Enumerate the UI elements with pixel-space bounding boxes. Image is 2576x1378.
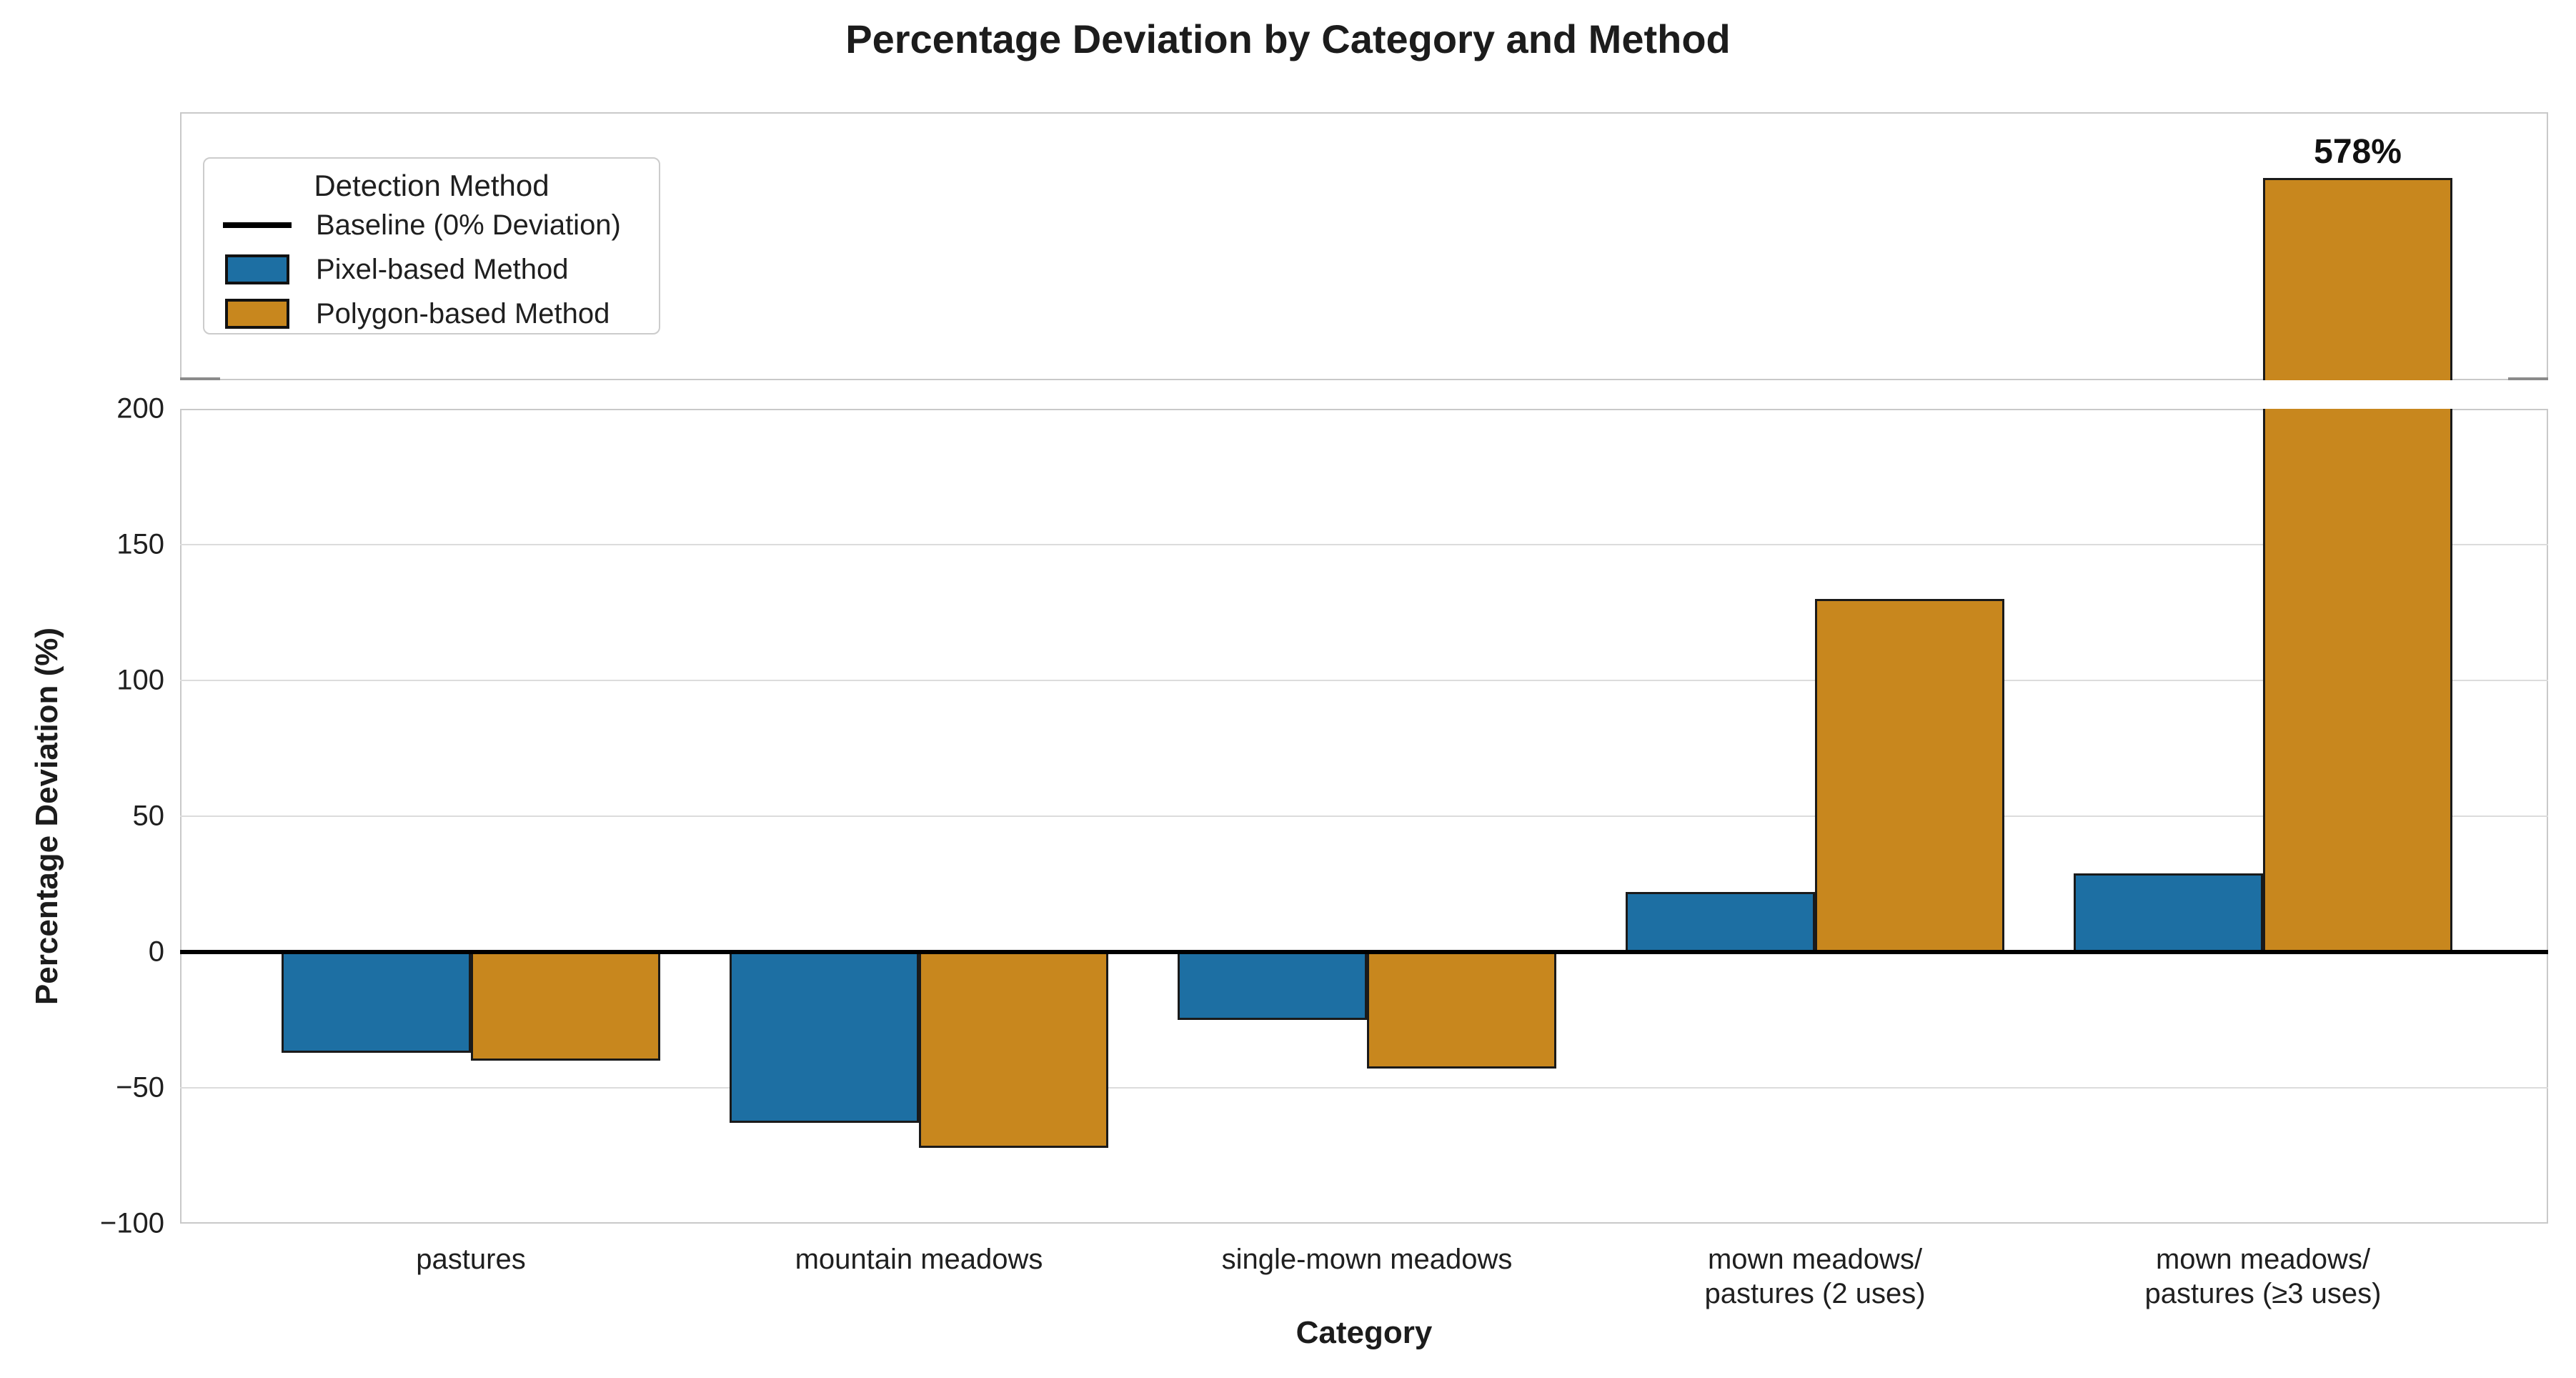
x-tick-label: mountain meadows [795,1244,1043,1275]
legend-item: Pixel-based Method [223,247,659,292]
bar-pixel-based-method [282,952,471,1053]
bar-polygon-based-method [919,952,1108,1148]
legend-line-swatch-icon [223,222,292,228]
x-axis-label: Category [1296,1315,1433,1350]
y-gridline [180,816,2548,817]
bar-pixel-based-method [730,952,919,1124]
y-gridline [180,544,2548,545]
x-tick-label: pastures [416,1244,526,1275]
legend-patch-swatch-icon [223,254,292,284]
bar-pixel-based-method [1626,892,1815,952]
x-tick-label: mown meadows/ pastures (2 uses) [1704,1244,1926,1309]
value-annotation: 578% [2314,133,2402,171]
bar-polygon-based-method [1815,599,2004,952]
axis-break-mark [2508,377,2548,380]
bar-polygon-based-method [1367,952,1556,1069]
x-tick-label: single-mown meadows [1221,1244,1513,1275]
y-gridline [180,680,2548,681]
bar-polygon-based-method [471,952,660,1061]
bar-pixel-based-method [1178,952,1367,1020]
y-tick-label: 50 [132,800,165,832]
legend-item: Polygon-based Method [223,292,659,336]
y-tick-label: 0 [148,936,164,968]
chart-title: Percentage Deviation by Category and Met… [845,16,1731,61]
y-tick-label: −50 [116,1071,164,1104]
legend: Detection Method Baseline (0% Deviation)… [203,157,660,334]
bar-polygon-based-method [2263,409,2452,952]
baseline-line [180,950,2548,954]
legend-patch-swatch-icon [223,299,292,329]
legend-item-label: Pixel-based Method [316,253,569,285]
y-tick-label: 150 [116,528,164,560]
legend-item-label: Baseline (0% Deviation) [316,209,621,241]
bar-pixel-based-method [2074,873,2263,952]
y-tick-label: −100 [99,1207,164,1239]
axis-break-mark [180,377,220,380]
y-tick-label: 100 [116,664,164,696]
legend-title: Detection Method [314,169,549,202]
x-tick-label: mown meadows/ pastures (≥3 uses) [2144,1244,2382,1309]
bar-polygon-based-method-upper-segment [2263,177,2452,380]
legend-item: Baseline (0% Deviation) [223,203,659,247]
legend-item-label: Polygon-based Method [316,297,610,329]
y-tick-label: 200 [116,392,164,425]
y-gridline [180,1087,2548,1089]
